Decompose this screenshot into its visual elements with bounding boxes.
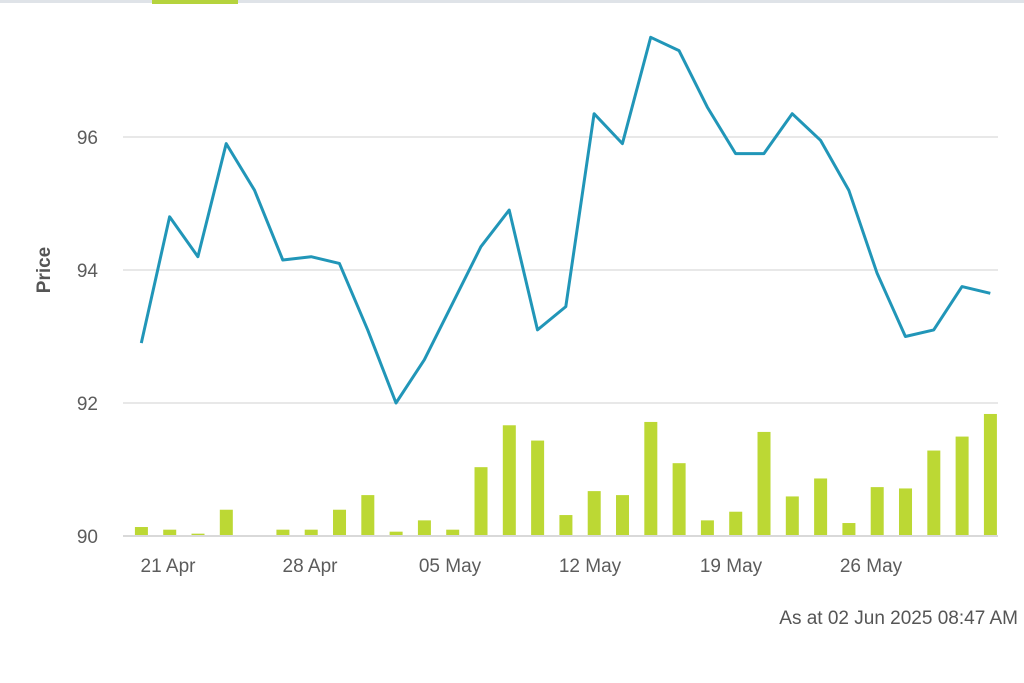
x-tick-label: 21 Apr [141,556,197,577]
volume-bar [899,488,913,535]
x-axis-ticks: 21 Apr 28 Apr 05 May 12 May 19 May 26 May [141,556,903,577]
x-tick-label: 26 May [840,556,903,577]
volume-bar [672,463,686,535]
header-rule [0,0,1024,3]
volume-bar [842,523,856,535]
volume-bar [644,421,658,535]
volume-bar [191,533,205,535]
volume-bar [163,529,177,535]
volume-bar [531,440,545,535]
y-axis-ticks: 90 92 94 96 [77,128,99,548]
volume-bar [502,425,516,535]
volume-bar [134,527,148,535]
y-tick-label: 90 [77,527,98,548]
volume-bar [785,496,799,535]
volume-bar [757,431,771,535]
as-at-timestamp: As at 02 Jun 2025 08:47 AM [779,608,1018,629]
volume-bar [333,509,347,535]
x-tick-label: 12 May [559,556,622,577]
volume-bar [955,436,969,535]
volume-bar [417,520,431,535]
volume-bar [361,495,375,535]
volume-bar [927,450,941,535]
volume-bar [587,491,601,535]
volume-bar [276,529,290,535]
x-tick-label: 19 May [700,556,763,577]
volume-bar [616,495,630,535]
volume-bar [729,511,743,535]
price-series-line [139,35,991,405]
volume-bars [134,413,997,535]
y-axis-label: Price [34,247,55,293]
x-tick-label: 28 Apr [283,556,339,577]
volume-bar [700,520,714,535]
volume-bar [814,478,828,535]
y-tick-label: 92 [77,394,98,415]
volume-bar [559,515,573,535]
volume-bar [304,529,318,535]
volume-bar [446,529,460,535]
grid-lines [123,136,998,537]
volume-bar [474,467,488,535]
volume-bar [983,413,997,535]
volume-bar [219,509,233,535]
x-tick-label: 05 May [419,556,482,577]
y-tick-label: 96 [77,128,98,149]
y-tick-label: 94 [77,261,99,282]
volume-bar [389,531,403,535]
active-tab-indicator[interactable] [152,0,238,4]
volume-bar [870,487,884,535]
